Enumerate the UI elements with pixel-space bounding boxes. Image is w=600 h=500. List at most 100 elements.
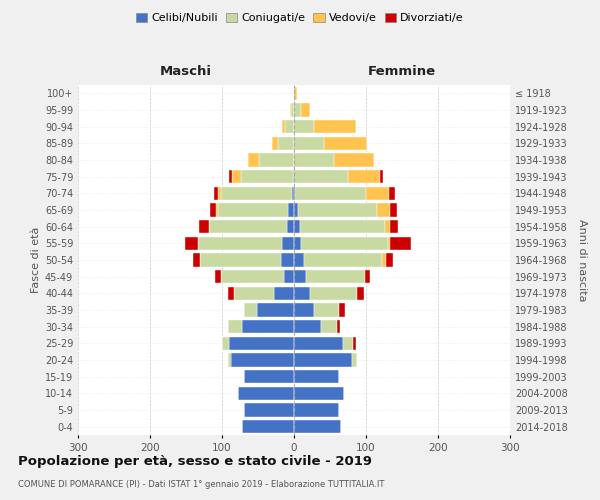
Bar	[197, 236, 283, 250]
Bar	[230, 354, 294, 366]
Bar	[337, 320, 340, 334]
Bar	[324, 136, 367, 150]
Bar	[199, 220, 209, 234]
Bar	[200, 254, 281, 266]
Y-axis label: Anni di nascita: Anni di nascita	[577, 218, 587, 301]
Bar	[322, 320, 337, 334]
Bar	[291, 104, 294, 117]
Bar	[385, 220, 391, 234]
Y-axis label: Fasce di età: Fasce di età	[31, 227, 41, 293]
Bar	[294, 304, 314, 316]
Bar	[242, 320, 294, 334]
Bar	[284, 270, 294, 283]
Bar	[382, 254, 386, 266]
Bar	[244, 404, 294, 416]
Bar	[380, 170, 383, 183]
Bar	[229, 336, 294, 350]
Bar	[294, 186, 295, 200]
Bar	[218, 204, 288, 216]
Bar	[294, 320, 322, 334]
Bar	[294, 254, 304, 266]
Bar	[294, 336, 343, 350]
Bar	[334, 154, 374, 166]
Bar	[228, 320, 242, 334]
Bar	[294, 154, 334, 166]
Bar	[238, 386, 294, 400]
Bar	[221, 270, 284, 283]
Bar	[314, 304, 340, 316]
Bar	[348, 170, 380, 183]
Bar	[356, 286, 364, 300]
Bar	[278, 136, 294, 150]
Bar	[294, 286, 310, 300]
Bar	[294, 86, 297, 100]
Bar	[232, 170, 241, 183]
Bar	[294, 386, 344, 400]
Bar	[274, 286, 294, 300]
Bar	[257, 304, 294, 316]
Bar	[365, 270, 370, 283]
Bar	[294, 420, 341, 434]
Bar	[304, 254, 382, 266]
Bar	[294, 236, 301, 250]
Text: COMUNE DI POMARANCE (PI) - Dati ISTAT 1° gennaio 2019 - Elaborazione TUTTITALIA.: COMUNE DI POMARANCE (PI) - Dati ISTAT 1°…	[18, 480, 385, 489]
Bar	[221, 186, 292, 200]
Bar	[193, 254, 200, 266]
Bar	[295, 186, 366, 200]
Bar	[229, 170, 232, 183]
Bar	[287, 220, 294, 234]
Text: Femmine: Femmine	[368, 66, 436, 78]
Bar	[352, 354, 358, 366]
Bar	[248, 154, 259, 166]
Bar	[292, 186, 294, 200]
Bar	[301, 236, 388, 250]
Bar	[241, 170, 293, 183]
Bar	[234, 286, 274, 300]
Bar	[294, 270, 305, 283]
Bar	[294, 354, 352, 366]
Bar	[386, 254, 394, 266]
Bar	[314, 120, 356, 134]
Bar	[242, 420, 294, 434]
Bar	[366, 186, 389, 200]
Text: Maschi: Maschi	[160, 66, 212, 78]
Bar	[293, 170, 294, 183]
Bar	[216, 204, 218, 216]
Bar	[301, 104, 310, 117]
Bar	[214, 186, 218, 200]
Bar	[229, 286, 234, 300]
Bar	[259, 154, 294, 166]
Bar	[218, 186, 221, 200]
Legend: Celibi/Nubili, Coniugati/e, Vedovi/e, Divorziati/e: Celibi/Nubili, Coniugati/e, Vedovi/e, Di…	[134, 10, 466, 26]
Bar	[228, 354, 230, 366]
Bar	[290, 104, 291, 117]
Bar	[272, 136, 278, 150]
Bar	[286, 120, 294, 134]
Text: Popolazione per età, sesso e stato civile - 2019: Popolazione per età, sesso e stato civil…	[18, 455, 372, 468]
Bar	[244, 370, 294, 384]
Bar	[390, 204, 397, 216]
Bar	[300, 220, 385, 234]
Bar	[305, 270, 365, 283]
Bar	[211, 204, 216, 216]
Bar	[294, 404, 338, 416]
Bar	[283, 236, 294, 250]
Bar	[391, 220, 398, 234]
Bar	[294, 204, 298, 216]
Bar	[283, 120, 286, 134]
Bar	[294, 104, 301, 117]
Bar	[294, 170, 348, 183]
Bar	[185, 236, 197, 250]
Bar	[389, 186, 395, 200]
Bar	[294, 220, 300, 234]
Bar	[294, 120, 314, 134]
Bar	[244, 304, 257, 316]
Bar	[310, 286, 356, 300]
Bar	[281, 254, 294, 266]
Bar	[391, 236, 410, 250]
Bar	[343, 336, 353, 350]
Bar	[388, 236, 391, 250]
Bar	[294, 136, 324, 150]
Bar	[222, 336, 229, 350]
Bar	[340, 304, 345, 316]
